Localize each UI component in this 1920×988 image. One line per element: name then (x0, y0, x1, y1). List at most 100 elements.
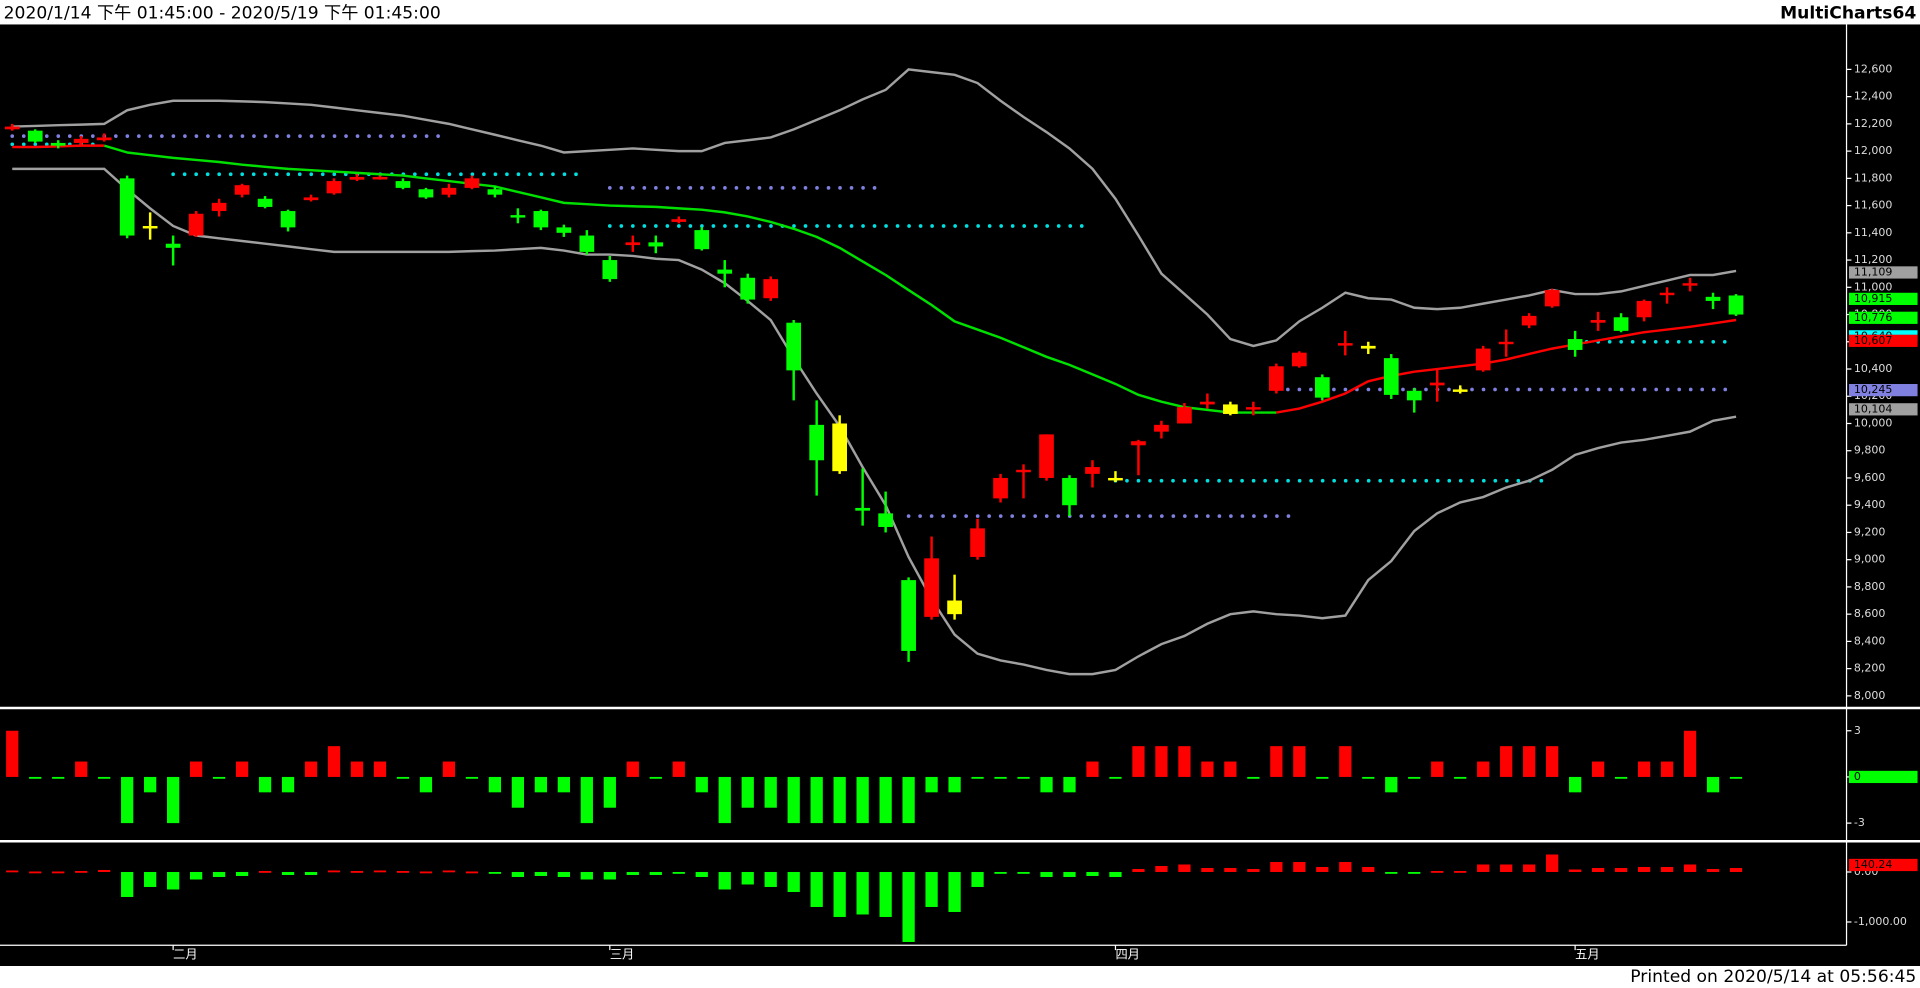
histogram-bar (1270, 861, 1283, 872)
candle-body (878, 513, 893, 527)
histogram-bar (52, 776, 65, 779)
histogram-bar (718, 776, 731, 824)
histogram-bar (557, 776, 570, 793)
candle-body (993, 477, 1008, 499)
histogram-bar (1546, 746, 1559, 777)
price-tag (1848, 266, 1918, 279)
y-tick-label: -3 (1854, 816, 1865, 829)
histogram-bar (1040, 776, 1053, 793)
histogram-bar (6, 730, 19, 777)
y-tick-label: 12,600 (1854, 62, 1893, 75)
y-tick-label: 8,600 (1854, 607, 1886, 620)
histogram-bar (75, 761, 88, 777)
histogram-bar (1729, 867, 1743, 872)
price-tag (1848, 770, 1918, 784)
histogram-bar (350, 761, 364, 777)
histogram-bar (1316, 776, 1329, 779)
candle-body (763, 279, 779, 299)
candle-body (27, 130, 43, 142)
histogram-bar (1063, 776, 1076, 793)
histogram-bar (1591, 761, 1605, 777)
histogram-bar (695, 776, 708, 793)
price-tag-label: 0 (1854, 770, 1861, 783)
histogram-bar (1224, 761, 1237, 777)
histogram-bar (350, 870, 364, 873)
candle-body (1567, 339, 1583, 350)
price-tag-label: 11,109 (1854, 265, 1893, 278)
histogram-bar (144, 776, 157, 793)
candle-body (671, 219, 687, 222)
histogram-bar (1408, 871, 1421, 874)
histogram-bar (189, 871, 203, 880)
histogram-bar (1591, 867, 1605, 872)
histogram-bar (603, 871, 616, 880)
candle-body (142, 226, 158, 229)
histogram-bar (1086, 871, 1099, 876)
histogram-bar (281, 871, 295, 875)
price-tag (1848, 334, 1918, 347)
histogram-bar (465, 776, 479, 779)
header-app: MultiCharts64 (1780, 3, 1916, 23)
histogram-bar (833, 871, 846, 917)
candle-body (1452, 389, 1468, 392)
candle-body (970, 528, 985, 557)
histogram-bar (1178, 864, 1191, 872)
histogram-bar (994, 776, 1007, 779)
price-tag-label: 10,776 (1854, 311, 1893, 324)
histogram-bar (1339, 746, 1352, 777)
candle-body (349, 176, 365, 180)
candle-body (1360, 345, 1376, 349)
candle-body (1291, 352, 1307, 367)
candle-body (1590, 319, 1606, 323)
histogram-bar (1178, 746, 1191, 777)
histogram-bar (121, 871, 134, 897)
candle-body (1498, 341, 1514, 345)
y-tick-label: 11,200 (1854, 253, 1893, 266)
candle-body (372, 176, 388, 180)
histogram-bar (994, 871, 1007, 874)
histogram-bar (167, 776, 180, 824)
candle-body (533, 211, 549, 228)
histogram-bar (695, 871, 708, 877)
histogram-bar (98, 869, 111, 872)
y-tick-label: 9,400 (1854, 498, 1886, 511)
y-tick-label: 8,800 (1854, 580, 1886, 593)
histogram-bar (121, 776, 134, 824)
histogram-bar (1523, 746, 1536, 777)
histogram-bar (419, 871, 433, 874)
histogram-bar (879, 871, 892, 917)
histogram-bar (1523, 864, 1536, 872)
histogram-bar (1040, 871, 1053, 877)
candle-body (441, 187, 457, 195)
candle-body (579, 235, 595, 252)
y-tick-label: 11,400 (1854, 226, 1893, 239)
histogram-bar (741, 776, 754, 808)
candle-body (1406, 390, 1422, 401)
histogram-bar (1706, 868, 1720, 872)
candle-body (1544, 290, 1560, 307)
histogram-bar (856, 871, 869, 915)
histogram-bar (1614, 867, 1628, 872)
histogram-bar (98, 776, 111, 779)
candle-body (625, 242, 641, 246)
header-bar (0, 0, 1920, 25)
histogram-bar (29, 871, 42, 874)
candle-body (418, 189, 434, 198)
candle-body (602, 260, 618, 280)
histogram-bar (1316, 866, 1329, 872)
price-tag (1848, 403, 1918, 416)
price-tag-label: 10,607 (1854, 334, 1893, 347)
histogram-bar (810, 871, 823, 907)
candle-body (1223, 404, 1238, 414)
histogram-bar (258, 870, 272, 873)
histogram-bar (373, 870, 387, 873)
histogram-bar (1132, 746, 1145, 777)
candle-body (648, 242, 664, 247)
candle-body (1613, 317, 1629, 331)
histogram-bar (1637, 761, 1651, 777)
time-label: 二月 (173, 947, 197, 961)
price-tag (1848, 292, 1918, 305)
indicator-line (12, 167, 1737, 676)
